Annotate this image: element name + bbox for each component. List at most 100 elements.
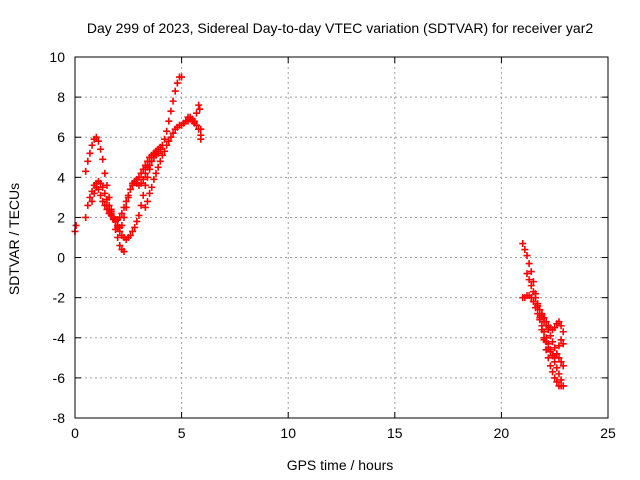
data-point (148, 183, 156, 191)
y-tick-label: -2 (53, 290, 66, 306)
series-track-e (146, 73, 186, 169)
data-point (193, 121, 201, 129)
data-point (167, 107, 175, 115)
data-point (122, 203, 130, 211)
data-point (523, 270, 531, 278)
data-point (542, 318, 550, 326)
data-point (559, 340, 567, 348)
data-point (557, 358, 565, 366)
data-point (551, 354, 559, 362)
data-point (86, 149, 94, 157)
data-point (94, 185, 102, 193)
data-point (553, 378, 561, 386)
data-point (529, 288, 537, 296)
y-tick-label: -8 (53, 410, 66, 426)
y-tick-label: 8 (57, 89, 65, 105)
data-point (163, 127, 171, 135)
data-point (139, 165, 147, 173)
data-point (94, 137, 102, 145)
data-point (536, 306, 544, 314)
y-tick-label: 10 (49, 49, 65, 65)
y-tick-label: 2 (57, 209, 65, 225)
y-tick-label: 4 (57, 169, 65, 185)
data-point (167, 133, 175, 141)
data-point (97, 145, 105, 153)
data-point (156, 145, 164, 153)
y-axis-label: SDTVAR / TECUs (6, 183, 22, 295)
x-axis-label: GPS time / hours (287, 457, 394, 473)
data-point (557, 376, 565, 384)
data-point (152, 169, 160, 177)
data-point (546, 332, 554, 340)
x-tick-label: 20 (494, 425, 510, 441)
data-points (71, 73, 567, 390)
data-point (546, 348, 554, 356)
axis-ticks (74, 56, 609, 419)
data-point (540, 334, 548, 342)
data-point (154, 163, 162, 171)
data-point (532, 294, 540, 302)
data-point (555, 342, 563, 350)
data-point (103, 195, 111, 203)
data-point (169, 129, 177, 137)
data-point (86, 193, 94, 201)
data-point (148, 157, 156, 165)
data-point (540, 314, 548, 322)
y-tick-label: 0 (57, 250, 65, 266)
data-point (82, 167, 90, 175)
data-point (72, 221, 80, 229)
data-point (126, 231, 134, 239)
data-point (527, 282, 535, 290)
x-tick-label: 10 (280, 425, 296, 441)
data-point (99, 183, 107, 191)
data-point (559, 382, 567, 390)
series-track-l (540, 334, 567, 362)
x-tick-labels: 0 5 10 15 20 25 (71, 425, 616, 441)
data-point (150, 175, 158, 183)
data-point (540, 328, 548, 336)
data-point (105, 205, 113, 213)
data-point (161, 135, 169, 143)
data-point (557, 322, 565, 330)
data-point (538, 310, 546, 318)
data-point (551, 324, 559, 332)
data-point (190, 117, 198, 125)
data-point (129, 227, 137, 235)
data-point (527, 268, 535, 276)
data-point (141, 169, 149, 177)
data-point (161, 147, 169, 155)
data-point (158, 151, 166, 159)
data-point (546, 362, 554, 370)
data-point (114, 234, 122, 241)
data-point (137, 179, 145, 187)
data-point (555, 318, 563, 326)
data-point (544, 354, 552, 362)
data-point (90, 189, 98, 197)
x-tick-label: 25 (600, 425, 616, 441)
data-point (519, 240, 527, 248)
data-point (525, 276, 533, 284)
data-point (126, 185, 134, 193)
data-point (171, 87, 179, 95)
data-point (112, 217, 120, 225)
data-point (549, 338, 557, 346)
data-point (146, 189, 154, 197)
data-point (118, 209, 126, 217)
data-point (88, 197, 96, 205)
data-point (118, 221, 126, 229)
plot-frame (74, 56, 609, 419)
data-point (88, 141, 96, 149)
data-point (84, 157, 92, 165)
data-point (196, 105, 204, 113)
data-point (559, 328, 567, 336)
x-tick-label: 15 (387, 425, 403, 441)
data-point (154, 149, 162, 157)
data-point (173, 79, 181, 87)
data-point (165, 137, 173, 145)
data-point (143, 197, 151, 205)
data-point (139, 175, 147, 183)
data-point (101, 169, 109, 177)
data-point (182, 117, 190, 125)
